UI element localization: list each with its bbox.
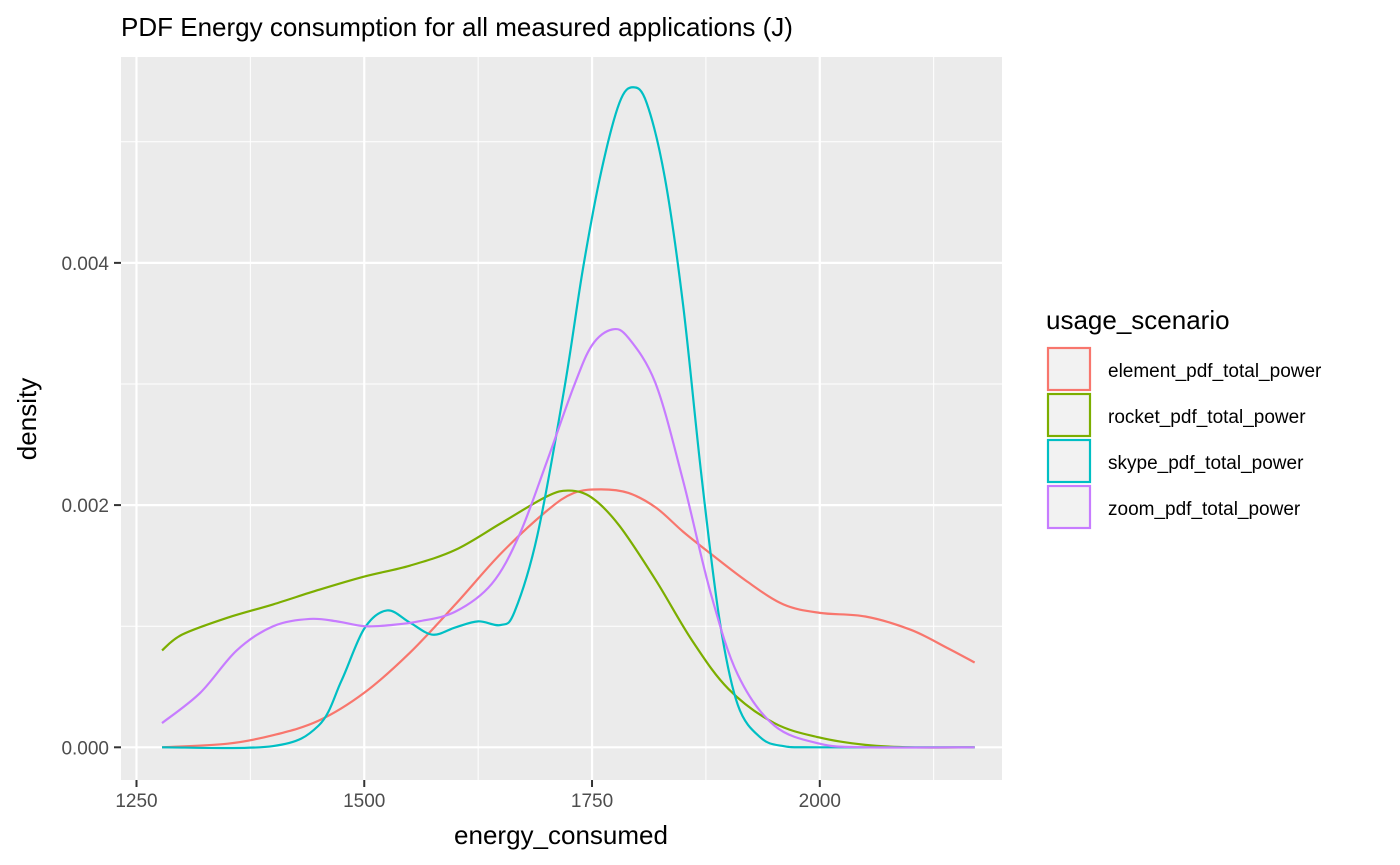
series-line-rocket: [161, 489, 975, 749]
chart-title: PDF Energy consumption for all measured …: [121, 12, 793, 42]
series-line-skype: [161, 86, 975, 750]
y-axis-title: density: [12, 378, 42, 460]
legend-label: rocket_pdf_total_power: [1108, 407, 1306, 428]
legend-title: usage_scenario: [1046, 305, 1230, 335]
legend-label: element_pdf_total_power: [1108, 361, 1322, 382]
x-axis: 1250 1500 1750 2000: [115, 780, 841, 812]
y-tick-label: 0.004: [61, 254, 109, 275]
y-axis: 0.000 0.002 0.004: [61, 254, 121, 759]
series-line-zoom: [161, 327, 975, 749]
x-tick-label: 1500: [343, 791, 385, 812]
legend-label: zoom_pdf_total_power: [1108, 499, 1301, 520]
legend-label: skype_pdf_total_power: [1108, 453, 1304, 474]
legend-key-skype: [1046, 438, 1092, 484]
x-tick-label: 1750: [571, 791, 613, 812]
series-line-element: [161, 488, 976, 749]
y-tick-label: 0.000: [61, 738, 109, 759]
legend-key-rocket: [1046, 392, 1092, 438]
y-tick-label: 0.002: [61, 496, 109, 517]
x-tick-label: 2000: [799, 791, 841, 812]
legend-key-element: [1046, 346, 1092, 392]
x-axis-title: energy_consumed: [454, 820, 668, 850]
legend-key-zoom: [1046, 484, 1092, 530]
series-lines: [161, 86, 976, 750]
x-tick-label: 1250: [115, 791, 157, 812]
minor-gridlines: [121, 57, 1002, 780]
legend: usage_scenario element_pdf_total_powerro…: [1046, 305, 1322, 530]
